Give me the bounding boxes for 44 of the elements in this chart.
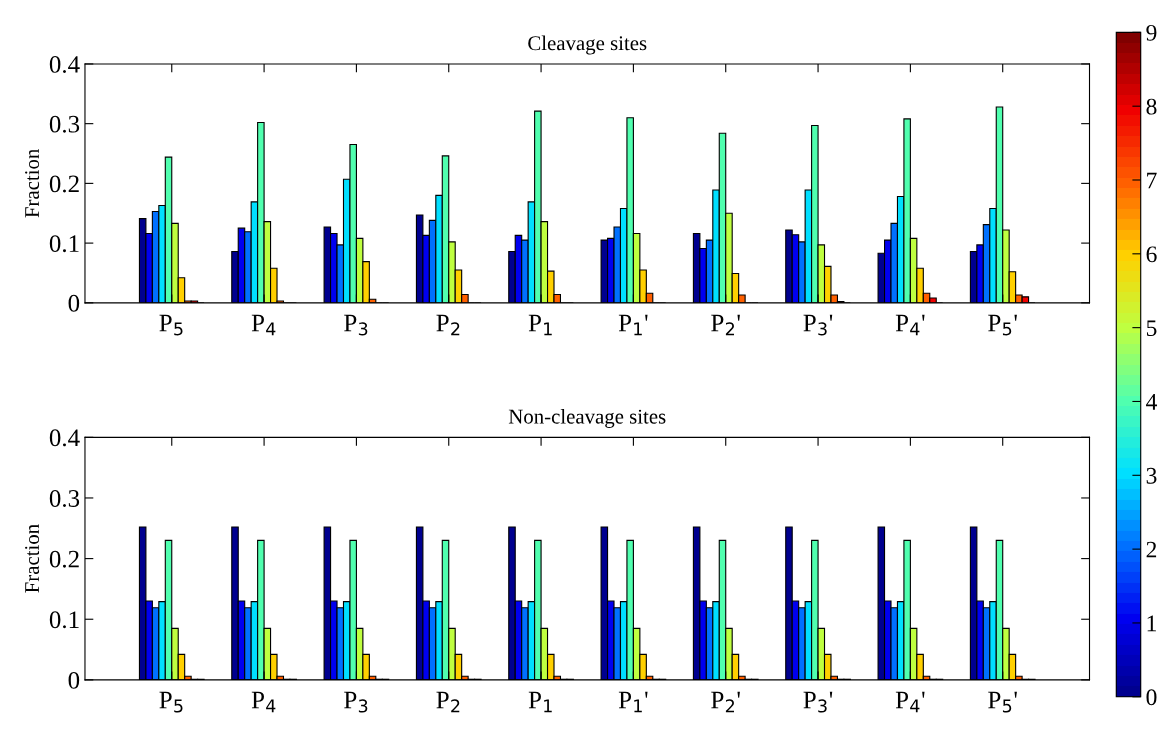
x-tick-label: P$_{3}$ [344, 691, 368, 713]
x-tick-label: P$_{4}$ [251, 314, 276, 336]
y-tick-label: 0.2 [49, 175, 79, 193]
x-tick-label: P$_{5}$' [988, 691, 1017, 713]
color-bar-label: 8 [1146, 98, 1157, 115]
x-tick-label: P$_{1}$' [618, 691, 648, 713]
x-tick-label: P$_{5}$ [159, 314, 183, 336]
color-bar-label: 5 [1146, 320, 1157, 337]
color-bar-label: 2 [1146, 541, 1157, 558]
chart-title: Cleavage sites [528, 35, 647, 55]
color-bar-label: 4 [1146, 394, 1158, 410]
x-tick-label: P$_{4}$' [895, 691, 925, 713]
y-axis-title: Fraction [25, 524, 40, 593]
color-bar-label: 9 [1146, 24, 1157, 41]
y-tick-label: 0 [68, 671, 80, 689]
color-bar-label: 3 [1146, 467, 1157, 484]
color-bar-label: 1 [1147, 615, 1156, 632]
color-bar-label: 0 [1146, 689, 1157, 706]
y-tick-label: 0.4 [49, 55, 80, 73]
x-tick-label: P$_{3}$ [344, 314, 368, 336]
x-tick-label: P$_{1}$ [528, 691, 552, 713]
x-tick-label: P$_{2}$' [711, 314, 740, 336]
y-axis-title: Fraction [25, 148, 40, 218]
x-tick-label: P$_{2}$ [436, 314, 460, 336]
x-tick-label: P$_{1}$ [528, 314, 552, 336]
y-tick-label: 0.1 [49, 235, 79, 253]
x-tick-label: P$_{2}$' [711, 691, 740, 713]
y-tick-label: 0.3 [49, 490, 80, 507]
x-tick-label: P$_{2}$ [436, 691, 460, 713]
x-tick-label: P$_{4}$ [251, 691, 276, 713]
x-tick-label: P$_{4}$' [895, 314, 925, 336]
y-tick-label: 0.4 [49, 429, 80, 447]
y-tick-label: 0 [68, 294, 80, 312]
chart-title: Non-cleavage sites [508, 408, 666, 428]
color-bar-label: 7 [1147, 172, 1157, 189]
x-tick-label: P$_{3}$' [803, 691, 833, 713]
y-tick-label: 0.2 [49, 550, 79, 568]
x-tick-label: P$_{5}$' [988, 314, 1017, 336]
x-tick-label: P$_{3}$' [803, 314, 833, 336]
x-tick-label: P$_{5}$ [159, 691, 183, 713]
color-bar-label: 6 [1146, 246, 1157, 263]
x-tick-label: P$_{1}$' [618, 314, 648, 336]
y-tick-label: 0.3 [49, 115, 80, 133]
y-tick-label: 0.1 [49, 611, 79, 629]
